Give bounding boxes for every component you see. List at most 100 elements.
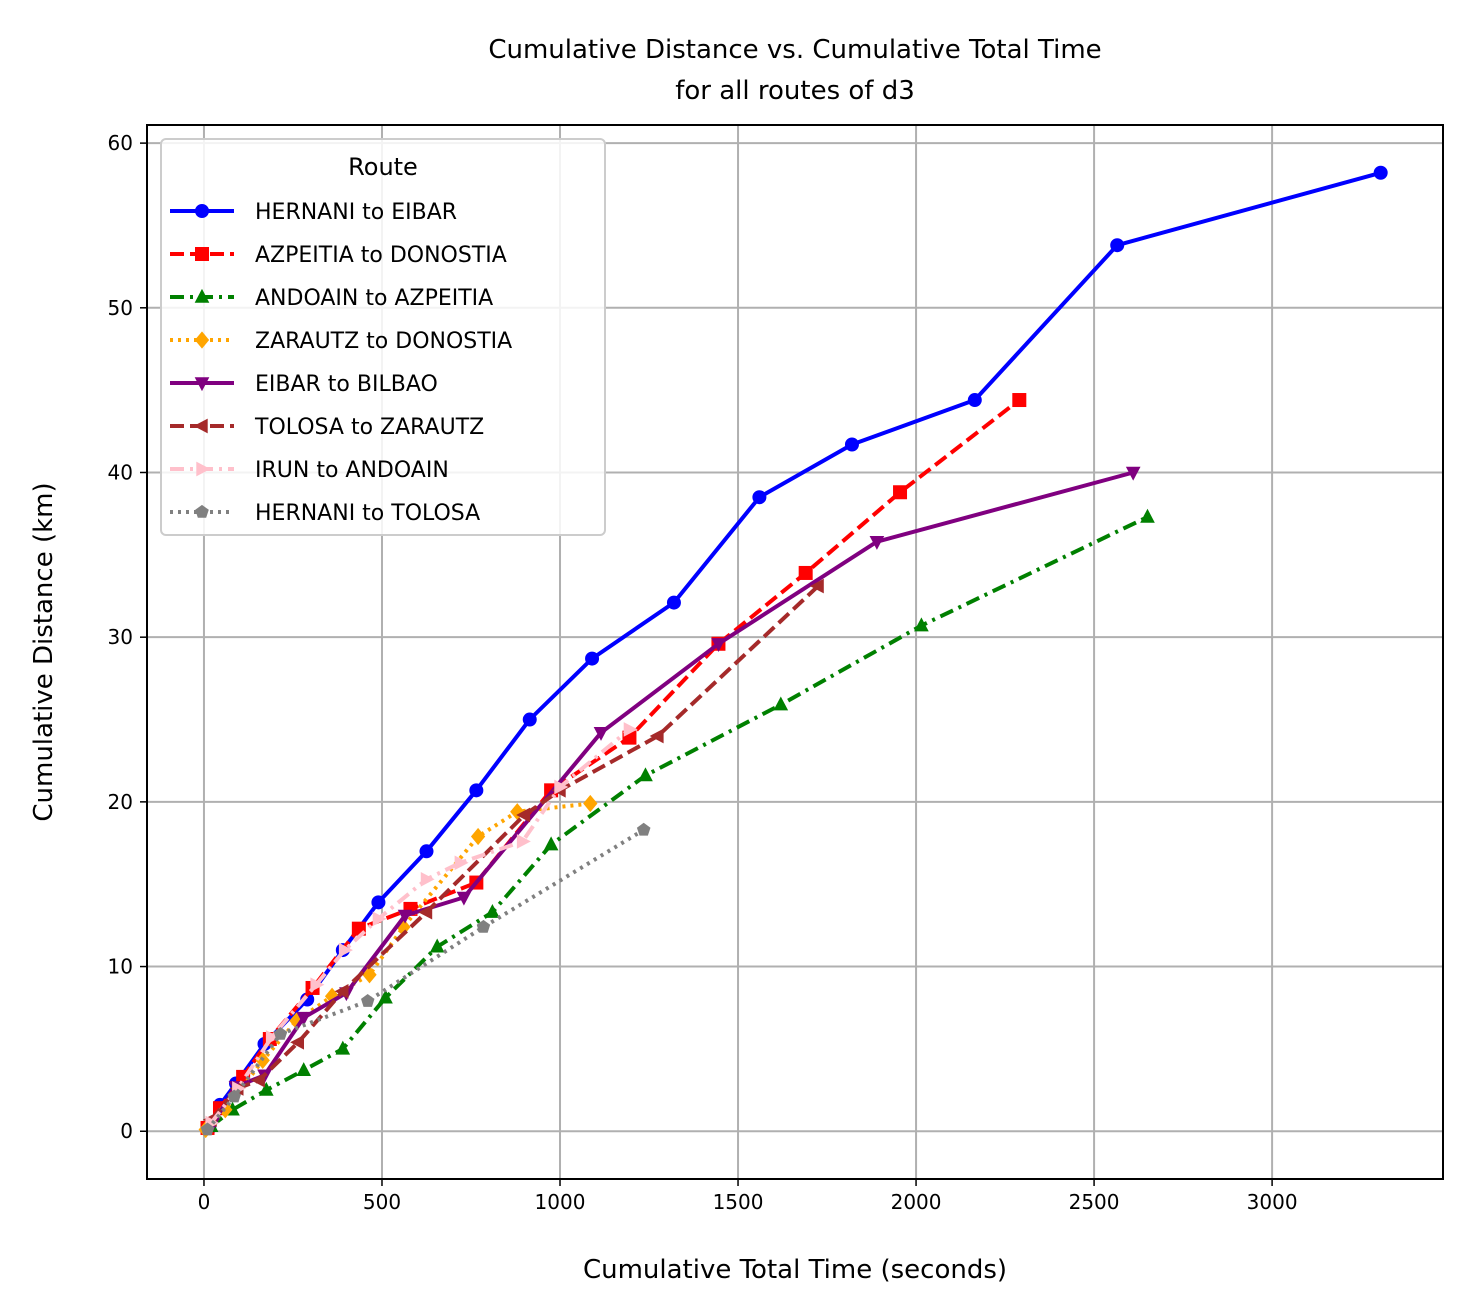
data-point [338,942,353,958]
legend-label: AZPEITIA to DONOSTIA [255,243,507,268]
data-point [429,938,445,953]
data-point [361,993,375,1007]
data-point [809,578,824,594]
legend: Route HERNANI to EIBAR AZPEITIA to DONOST… [160,138,606,536]
data-point [869,536,885,550]
legend-label: IRUN to ANDOAIN [255,458,449,483]
legend-label: HERNANI to TOLOSA [255,501,480,526]
data-point [378,989,393,1004]
x-tick-label: 2500 [1069,1190,1120,1214]
data-point [636,822,651,836]
data-point [418,904,433,920]
data-point [893,485,908,500]
legend-item: AZPEITIA to DONOSTIA [170,243,507,268]
series-line [209,584,820,1121]
y-tick-label: 50 [108,296,133,320]
y-tick-label: 0 [120,1119,133,1143]
data-point [1012,393,1027,408]
data-point [273,1026,288,1040]
legend-item: ZARAUTZ to DONOSTIA [170,329,512,354]
legend-title: Route [348,153,418,181]
data-point [250,1072,265,1088]
y-tick-label: 10 [108,955,133,979]
data-point [1373,165,1388,180]
data-point [420,871,435,887]
data-point [543,836,559,851]
chart-subtitle: for all routes of d3 [675,76,915,106]
legend-marker [195,504,209,518]
data-point [554,779,569,795]
data-point [397,909,413,924]
x-tick-label: 1500 [713,1190,764,1214]
y-axis-label: Cumulative Distance (km) [29,482,59,821]
legend-label: ZARAUTZ to DONOSTIA [255,329,512,354]
data-point [844,437,859,452]
legend-marker [195,204,209,218]
data-point [485,904,500,918]
data-point [752,490,767,505]
legend-marker [194,288,210,303]
axis-ticks: 0 500 1000 1500 2000 2500 3000 0 10 20 30 40 50 60 [108,131,1298,1214]
data-point [419,844,434,859]
data-point [1125,466,1141,481]
data-point [522,712,537,727]
x-axis-label: Cumulative Total Time (seconds) [583,1255,1007,1285]
data-point [593,727,609,741]
x-tick-label: 2000 [891,1190,942,1214]
data-point [265,1030,280,1045]
x-tick-label: 0 [198,1190,211,1214]
plot-series [198,165,1388,1139]
data-point [258,1081,274,1096]
legend-item: HERNANI to TOLOSA [170,501,480,526]
data-point [967,393,982,408]
x-tick-label: 1000 [535,1190,586,1214]
data-point [516,807,531,823]
legend-box [160,138,606,536]
data-point [1110,238,1125,253]
data-point [469,783,484,798]
data-point [516,834,531,849]
data-point [470,827,486,846]
legend-item: EIBAR to BILBAO [170,372,438,397]
data-point [371,895,386,910]
data-point [200,1122,215,1136]
data-point [1140,508,1155,523]
y-tick-label: 30 [108,625,133,649]
legend-item: TOLOSA to ZARAUTZ [170,415,484,440]
data-point [798,565,813,580]
legend-marker [195,247,209,261]
data-point [649,728,664,744]
data-point [296,1011,312,1026]
data-point [227,1089,241,1103]
data-point [296,1062,312,1076]
x-tick-label: 3000 [1247,1190,1298,1214]
data-point [711,638,726,652]
y-tick-label: 60 [108,131,133,155]
data-point [372,911,387,927]
data-point [335,1040,351,1055]
series-hernani-to-tolosa [200,822,651,1136]
data-point [290,1034,304,1050]
y-tick-label: 40 [108,460,133,484]
data-point [362,966,377,984]
legend-item: ANDOAIN to AZPEITIA [170,286,493,311]
y-tick-label: 20 [108,790,133,814]
data-point [585,651,600,666]
data-point [638,767,653,782]
data-point [666,595,681,610]
legend-marker [196,461,211,477]
legend-label: ANDOAIN to AZPEITIA [255,286,493,311]
data-point [476,919,491,933]
data-point [310,977,325,993]
legend-label: HERNANI to EIBAR [255,200,457,225]
plot-frame [146,124,1444,1180]
x-tick-label: 500 [363,1190,401,1214]
data-point [334,983,349,999]
legend-label: EIBAR to BILBAO [255,372,438,397]
data-point [456,891,472,906]
data-point [914,617,929,632]
series-andoain-to-azpeitia [203,508,1155,1132]
legend-marker [194,377,210,392]
data-point [773,696,789,711]
